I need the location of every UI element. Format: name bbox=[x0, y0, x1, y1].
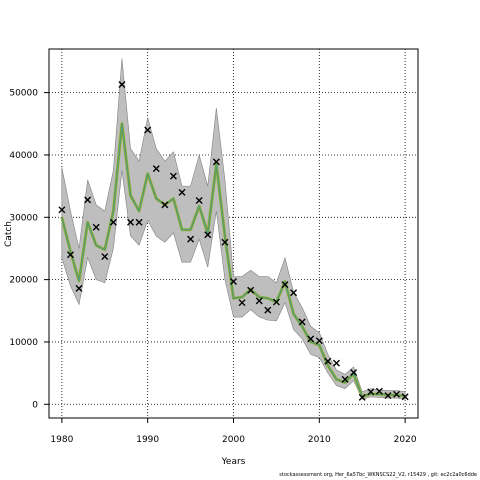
observed-point bbox=[272, 298, 280, 306]
x-tick-label: 2010 bbox=[308, 435, 331, 445]
observed-point bbox=[187, 235, 195, 243]
observed-point bbox=[178, 188, 186, 196]
y-axis-title: Catch bbox=[4, 221, 14, 247]
observed-point bbox=[161, 201, 169, 209]
y-tick-label: 20000 bbox=[9, 276, 38, 286]
observed-point bbox=[358, 393, 366, 401]
observed-catch-markers bbox=[58, 81, 409, 401]
observed-point bbox=[92, 223, 100, 231]
observed-point bbox=[66, 251, 74, 259]
observed-point bbox=[212, 158, 220, 166]
y-tick-label: 40000 bbox=[9, 151, 38, 161]
confidence-band bbox=[61, 58, 406, 400]
observed-point bbox=[290, 289, 298, 297]
observed-point bbox=[221, 238, 229, 246]
observed-point bbox=[238, 299, 246, 307]
observed-point bbox=[109, 218, 117, 226]
observed-point bbox=[298, 318, 306, 326]
observed-point bbox=[324, 357, 332, 365]
y-axis: 0 10000 20000 30000 40000 50000 bbox=[9, 89, 49, 410]
x-tick-label: 2000 bbox=[222, 435, 245, 445]
observed-point bbox=[118, 81, 126, 89]
observed-point bbox=[247, 286, 255, 294]
observed-point bbox=[401, 393, 409, 401]
x-tick-label: 2020 bbox=[394, 435, 417, 445]
observed-point bbox=[152, 165, 160, 173]
observed-point bbox=[375, 387, 383, 395]
y-tick-label: 10000 bbox=[9, 338, 38, 348]
x-axis: 1980 1990 2000 2010 2020 bbox=[50, 418, 417, 445]
observed-point bbox=[169, 172, 177, 180]
x-axis-title: Years bbox=[221, 457, 246, 467]
observed-point bbox=[315, 337, 323, 345]
observed-point bbox=[307, 335, 315, 343]
observed-point bbox=[58, 206, 66, 214]
observed-point bbox=[127, 218, 135, 226]
observed-point bbox=[230, 277, 237, 285]
observed-point bbox=[135, 218, 143, 226]
observed-point bbox=[144, 126, 152, 134]
x-tick-label: 1990 bbox=[136, 435, 159, 445]
observed-point bbox=[367, 388, 375, 396]
observed-point bbox=[101, 253, 109, 261]
y-tick-label: 0 bbox=[32, 400, 38, 410]
estimated-catch-line-inner bbox=[61, 123, 406, 398]
observed-point bbox=[255, 297, 263, 305]
footer-text: stockassessment.org, Her_6a57bc_WKNSCS22… bbox=[279, 472, 477, 478]
observed-point bbox=[84, 196, 92, 204]
observed-point bbox=[350, 369, 358, 376]
y-tick-label: 30000 bbox=[9, 213, 38, 223]
observed-point bbox=[204, 231, 212, 239]
observed-point bbox=[195, 196, 203, 204]
observed-point bbox=[384, 392, 392, 400]
observed-point bbox=[393, 390, 401, 398]
observed-point bbox=[332, 359, 340, 367]
x-tick-label: 1980 bbox=[50, 435, 73, 445]
observed-point bbox=[281, 281, 289, 289]
observed-point bbox=[264, 306, 272, 314]
y-tick-label: 50000 bbox=[9, 89, 38, 99]
observed-point bbox=[75, 284, 83, 292]
observed-point bbox=[341, 375, 349, 383]
